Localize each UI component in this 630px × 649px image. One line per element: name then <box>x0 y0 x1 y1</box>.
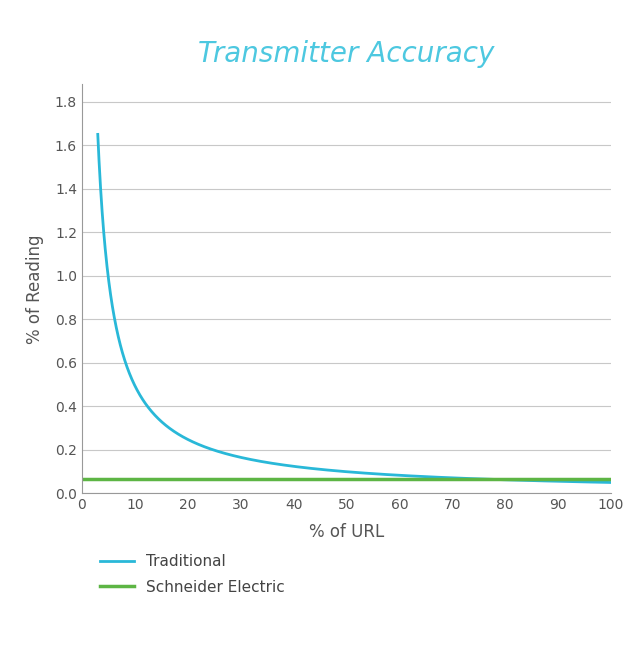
Legend: Traditional, Schneider Electric: Traditional, Schneider Electric <box>100 554 285 594</box>
Traditional <box>343 468 351 476</box>
X-axis label: % of URL: % of URL <box>309 523 384 541</box>
Y-axis label: % of Reading: % of Reading <box>26 234 44 343</box>
Traditional <box>330 467 338 474</box>
Traditional <box>592 478 600 486</box>
Traditional <box>94 130 101 138</box>
Line: Traditional: Traditional <box>98 134 611 482</box>
Traditional <box>592 478 600 486</box>
Traditional <box>498 476 506 484</box>
Traditional <box>120 354 128 361</box>
Traditional <box>607 478 615 486</box>
Title: Transmitter Accuracy: Transmitter Accuracy <box>198 40 495 68</box>
